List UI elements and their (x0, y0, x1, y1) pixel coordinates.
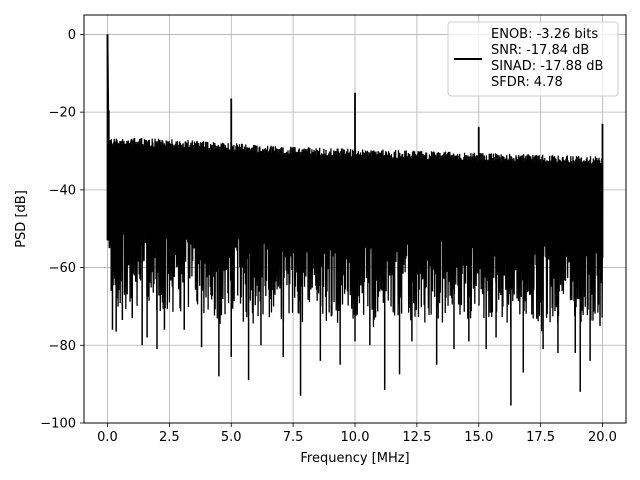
legend: ENOB: -3.26 bits SNR: -17.84 dB SINAD: -… (447, 21, 619, 97)
x-tick-label: 17.5 (526, 430, 555, 445)
legend-enob: ENOB: -3.26 bits (491, 27, 598, 42)
psd-dc-edge (106, 34, 111, 249)
x-tick-label: 0.0 (97, 430, 118, 445)
x-tick-label: 2.5 (159, 430, 180, 445)
x-tick-label: 7.5 (283, 430, 304, 445)
legend-snr: SNR: -17.84 dB (491, 43, 589, 58)
psd-noise-trace (109, 137, 604, 332)
x-tick-label: 20.0 (588, 430, 617, 445)
x-tick-label: 10.0 (341, 430, 370, 445)
legend-sfdr: SFDR: 4.78 (491, 75, 563, 90)
x-tick-label: 15.0 (464, 430, 493, 445)
x-tick-label: 12.5 (402, 430, 431, 445)
y-tick-label: −20 (49, 106, 76, 121)
legend-box (447, 21, 619, 97)
y-tick-label: −60 (49, 261, 76, 276)
y-tick-label: 0 (68, 28, 76, 43)
x-tick-label: 5.0 (221, 430, 242, 445)
y-tick-label: −100 (40, 417, 76, 432)
y-tick-label: −40 (49, 183, 76, 198)
x-axis-title: Frequency [MHz] (300, 451, 409, 466)
x-axis: 0.0 2.5 5.0 7.5 10.0 12.5 15.0 17.5 20.0 (97, 423, 617, 445)
y-tick-label: −80 (49, 339, 76, 354)
y-axis-title: PSD [dB] (14, 190, 29, 248)
plot-area (106, 34, 604, 406)
y-axis: 0 −20 −40 −60 −80 −100 (40, 28, 84, 432)
legend-sinad: SINAD: -17.88 dB (491, 59, 603, 74)
